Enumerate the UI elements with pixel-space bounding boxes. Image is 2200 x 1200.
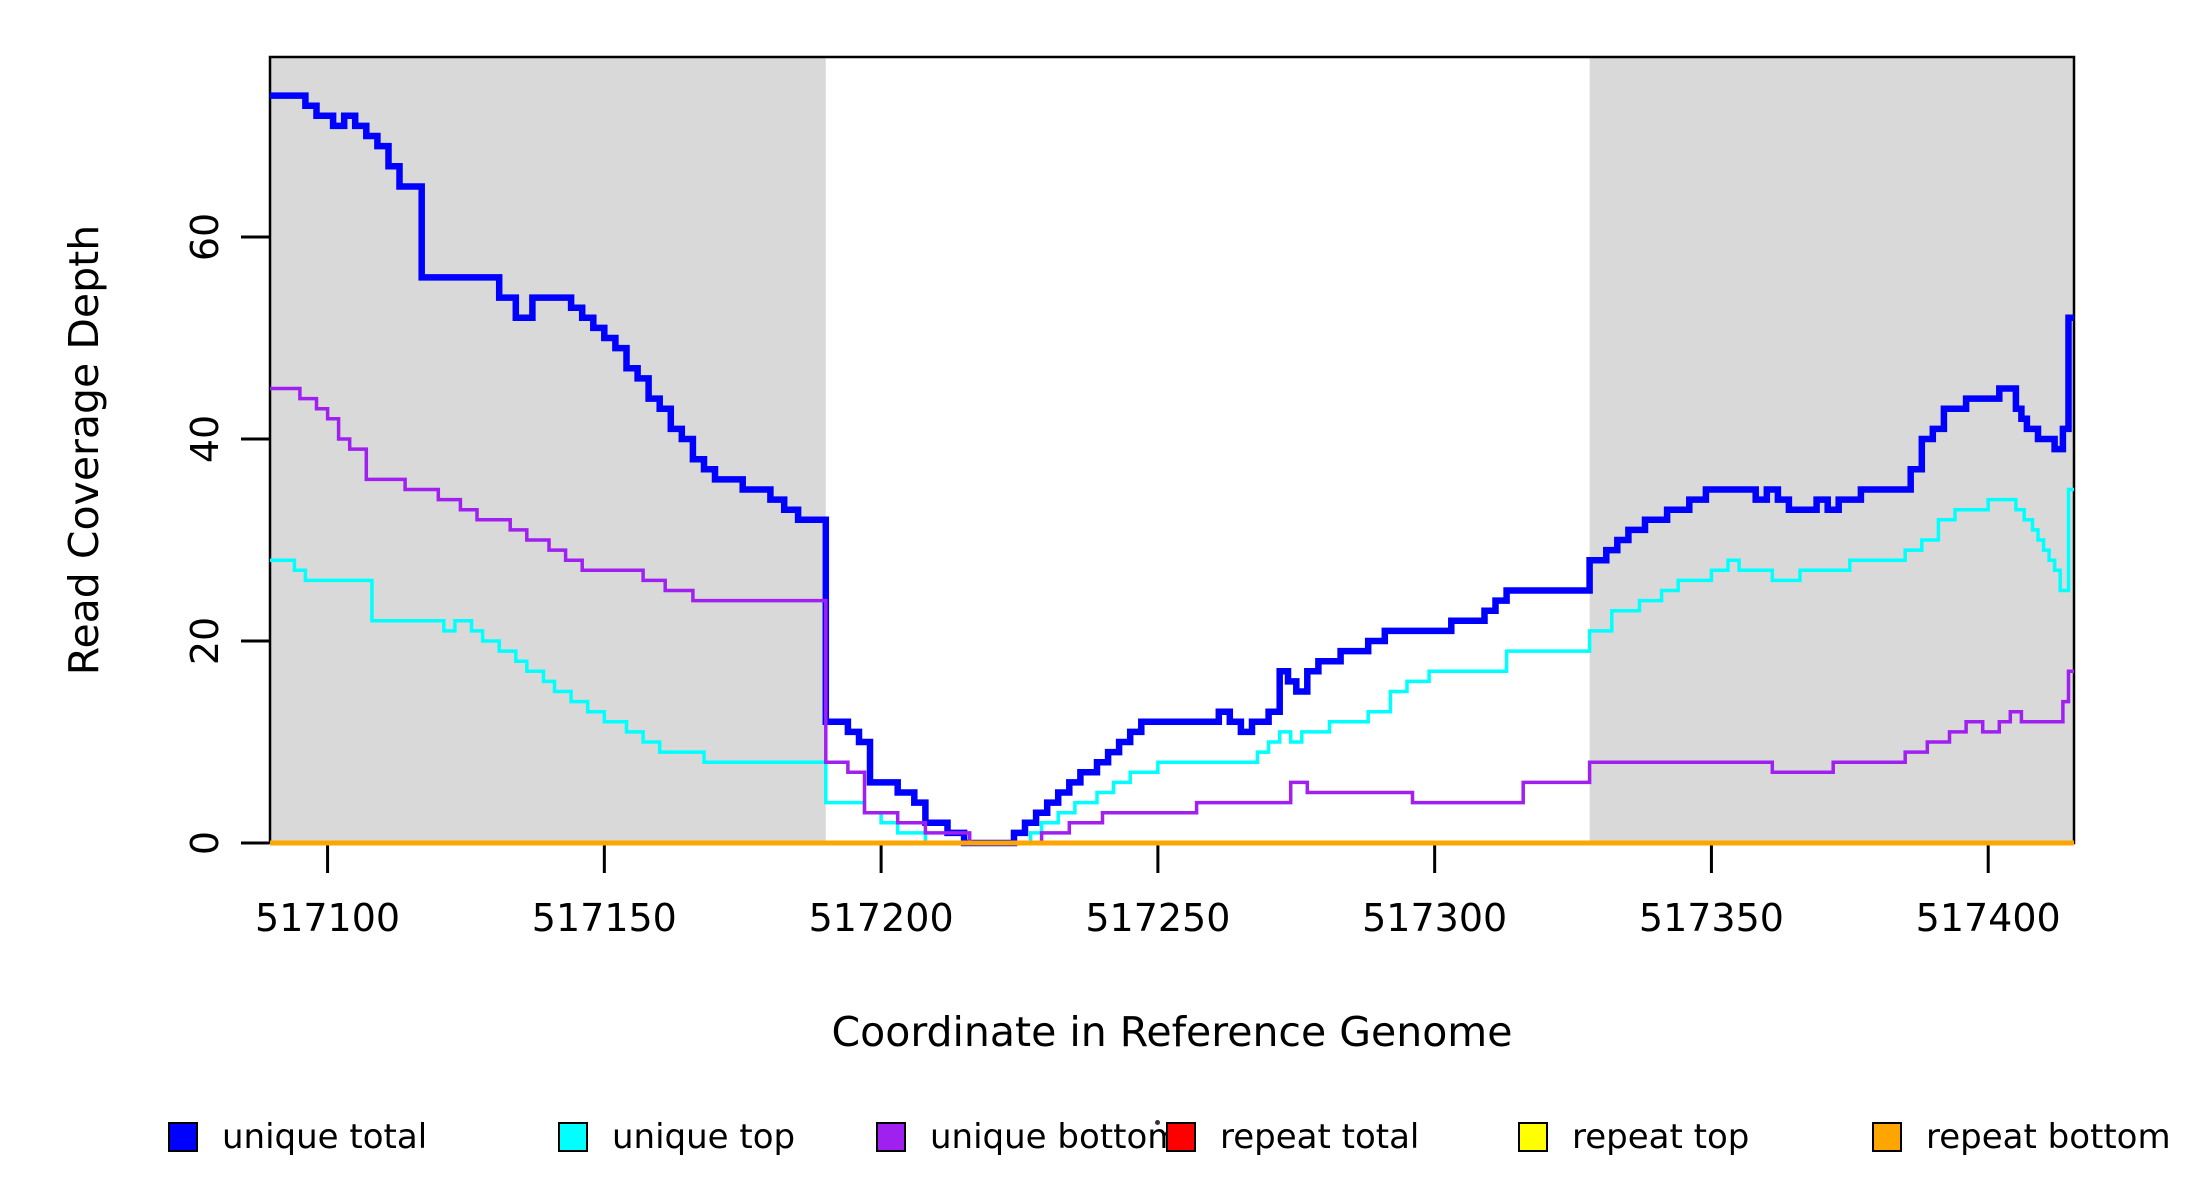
x-axis-title: Coordinate in Reference Genome xyxy=(831,1008,1513,1056)
legend-label: repeat top xyxy=(1572,1117,1750,1157)
legend-entry-unique-bottom: unique bottom xyxy=(876,1117,1180,1157)
legend-swatch-repeat-top xyxy=(1518,1122,1548,1152)
legend-entry-repeat-top: repeat top xyxy=(1518,1117,1749,1157)
legend-swatch-unique-top xyxy=(558,1122,588,1152)
right-gray-band xyxy=(1589,57,2074,843)
stray-dot xyxy=(1155,1120,1160,1125)
series-line-unique-total xyxy=(270,92,2074,847)
y-tick-label: 0 xyxy=(183,830,227,856)
x-tick-label: 517400 xyxy=(1915,896,2061,940)
legend-label: unique total xyxy=(222,1117,428,1157)
x-tick-label: 517150 xyxy=(531,896,677,940)
x-tick-label: 517200 xyxy=(808,896,954,940)
legend-label: unique bottom xyxy=(930,1117,1181,1157)
legend-entry-unique-total: unique total xyxy=(168,1117,427,1157)
legend-entry-unique-top: unique top xyxy=(558,1117,795,1157)
legend-entry-repeat-bottom: repeat bottom xyxy=(1872,1117,2171,1157)
legend-swatch-unique-total xyxy=(168,1122,198,1152)
x-tick-label: 517100 xyxy=(255,896,401,940)
legend-swatch-repeat-bottom xyxy=(1872,1122,1902,1152)
legend-swatch-repeat-total xyxy=(1166,1122,1196,1152)
x-tick-label: 517300 xyxy=(1362,896,1508,940)
series-line-unique-top xyxy=(270,487,2074,845)
y-axis-title: Read Coverage Depth xyxy=(60,224,108,676)
legend-label: repeat bottom xyxy=(1926,1117,2171,1157)
legend-label: unique top xyxy=(612,1117,796,1157)
y-tick-label: 20 xyxy=(183,616,227,666)
legend-entry-repeat-total: repeat total xyxy=(1166,1117,1419,1157)
legend-label: repeat total xyxy=(1220,1117,1420,1157)
series-line-unique-bottom xyxy=(270,386,2074,845)
legend-swatch-unique-bottom xyxy=(876,1122,906,1152)
x-tick-label: 517350 xyxy=(1638,896,1784,940)
y-tick-label: 60 xyxy=(183,212,227,262)
x-tick-label: 517250 xyxy=(1085,896,1231,940)
y-tick-label: 40 xyxy=(183,414,227,464)
